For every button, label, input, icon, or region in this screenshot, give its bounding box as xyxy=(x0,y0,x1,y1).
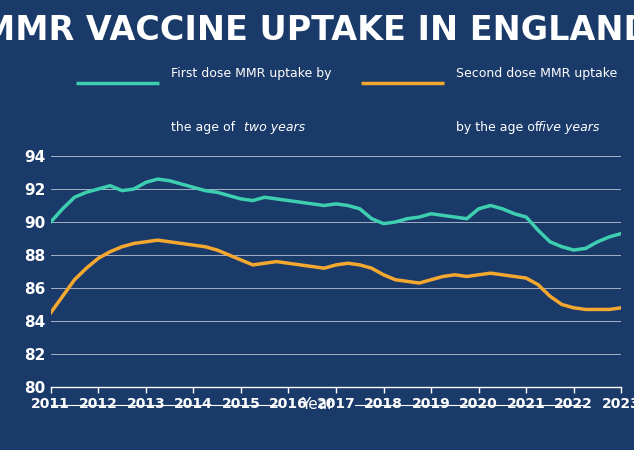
Text: MMR VACCINE UPTAKE IN ENGLAND: MMR VACCINE UPTAKE IN ENGLAND xyxy=(0,14,634,47)
Text: five years: five years xyxy=(538,121,599,134)
Text: by the age of: by the age of xyxy=(456,121,544,134)
Text: two years: two years xyxy=(244,121,305,134)
Text: First dose MMR uptake by: First dose MMR uptake by xyxy=(171,67,332,80)
Text: the age of: the age of xyxy=(171,121,239,134)
Text: Second dose MMR uptake: Second dose MMR uptake xyxy=(456,67,618,80)
Text: Year: Year xyxy=(301,397,333,412)
